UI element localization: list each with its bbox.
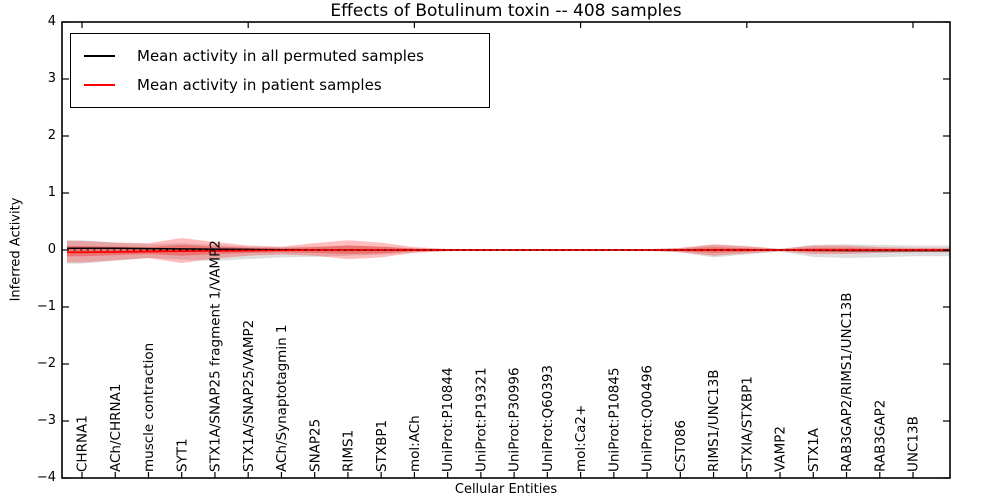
x-axis-label: Cellular Entities bbox=[454, 482, 558, 497]
x-tick-label: CHRNA1 bbox=[75, 415, 91, 472]
x-tick-label: UniProt:Q60393 bbox=[540, 365, 556, 472]
chart-title: Effects of Botulinum toxin -- 408 sample… bbox=[330, 1, 682, 21]
y-tick-label: −4 bbox=[36, 470, 56, 485]
y-tick-label: −3 bbox=[36, 413, 56, 428]
y-tick-label: 1 bbox=[47, 185, 56, 200]
legend-row-permuted: Mean activity in all permuted samples bbox=[84, 47, 483, 65]
x-tick-label: STXBP1 bbox=[374, 420, 390, 472]
legend-row-patient: Mean activity in patient samples bbox=[84, 76, 483, 94]
x-tick-label: STX1A bbox=[806, 427, 822, 472]
y-tick-label: 3 bbox=[47, 71, 56, 86]
y-tick-label: 4 bbox=[47, 14, 56, 29]
y-tick-label: −2 bbox=[36, 356, 56, 371]
x-tick-label: muscle contraction bbox=[141, 343, 157, 472]
tick-marks bbox=[62, 21, 950, 479]
x-tick-label: UniProt:P10845 bbox=[606, 367, 622, 472]
x-tick-label: STXIA/STXBP1 bbox=[739, 376, 755, 472]
x-tick-label: VAMP2 bbox=[773, 426, 789, 472]
x-tick-label: UNC13B bbox=[906, 416, 922, 472]
permuted-samples-std-band bbox=[67, 240, 950, 264]
x-tick-label: STX1A/SNAP25 fragment 1/VAMP2 bbox=[208, 240, 224, 472]
x-tick-label: SYT1 bbox=[174, 438, 190, 472]
x-tick-label: RAB3GAP2 bbox=[872, 400, 888, 472]
x-tick-label: SNAP25 bbox=[307, 419, 323, 472]
x-tick-label: UniProt:Q00496 bbox=[640, 365, 656, 472]
x-tick-label: UniProt:P10844 bbox=[440, 367, 456, 472]
x-tick-label: mol:Ca2+ bbox=[573, 405, 589, 472]
x-tick-label: RAB3GAP2/RIMS1/UNC13B bbox=[839, 293, 855, 472]
x-tick-label: UniProt:P19321 bbox=[473, 367, 489, 472]
x-tick-label: UniProt:P30996 bbox=[507, 367, 523, 472]
x-tick-label: CST086 bbox=[673, 420, 689, 472]
x-tick-labels: CHRNA1 ACh/CHRNA1 muscle contraction SYT1 ST… bbox=[75, 240, 922, 472]
legend-line-patient-icon bbox=[84, 83, 115, 86]
x-tick-label: mol:ACh bbox=[407, 415, 423, 472]
y-tick-label: 2 bbox=[47, 128, 56, 143]
x-tick-label: RIMS1/UNC13B bbox=[706, 369, 722, 472]
y-tick-label: 0 bbox=[47, 242, 56, 257]
x-tick-label: ACh/Synaptotagmin 1 bbox=[274, 324, 290, 472]
legend: Mean activity in all permuted samples Me… bbox=[70, 33, 490, 108]
x-tick-label: ACh/CHRNA1 bbox=[108, 384, 124, 472]
x-tick-label: STX1A/SNAP25/VAMP2 bbox=[241, 320, 257, 472]
legend-label-patient: Mean activity in patient samples bbox=[137, 75, 382, 94]
patient-samples-inner-band bbox=[67, 244, 950, 257]
legend-label-permuted: Mean activity in all permuted samples bbox=[137, 47, 424, 66]
legend-line-permuted-icon bbox=[84, 55, 115, 58]
x-tick-label: RIMS1 bbox=[341, 430, 357, 472]
y-tick-label: −1 bbox=[36, 299, 56, 314]
